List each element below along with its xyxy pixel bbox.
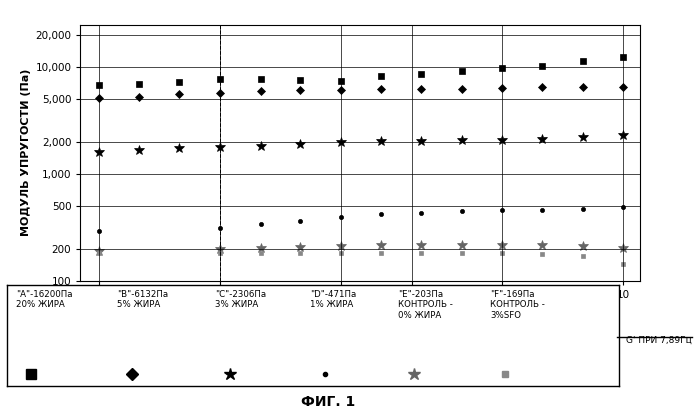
Text: "E"-203Па
КОНТРОЛЬ -
0% ЖИРА: "E"-203Па КОНТРОЛЬ - 0% ЖИРА bbox=[398, 290, 454, 320]
Text: "D"-471Па
1% ЖИРА: "D"-471Па 1% ЖИРА bbox=[310, 290, 356, 309]
X-axis label: ЧАСТОТА (Гц): ЧАСТОТА (Гц) bbox=[310, 304, 410, 317]
Text: "C"-2306Па
3% ЖИРА: "C"-2306Па 3% ЖИРА bbox=[215, 290, 266, 309]
Text: G' ПРИ 7,89Гц: G' ПРИ 7,89Гц bbox=[626, 336, 691, 345]
Text: "A"-16200Па
20% ЖИРА: "A"-16200Па 20% ЖИРА bbox=[16, 290, 73, 309]
Text: "F"-169Па
КОНТРОЛЬ -
3%SFO: "F"-169Па КОНТРОЛЬ - 3%SFO bbox=[490, 290, 545, 320]
Text: ФИГ. 1: ФИГ. 1 bbox=[301, 395, 356, 409]
Y-axis label: МОДУЛЬ УПРУГОСТИ (Па): МОДУЛЬ УПРУГОСТИ (Па) bbox=[21, 69, 31, 237]
Text: "B"-6132Па
5% ЖИРА: "B"-6132Па 5% ЖИРА bbox=[117, 290, 168, 309]
